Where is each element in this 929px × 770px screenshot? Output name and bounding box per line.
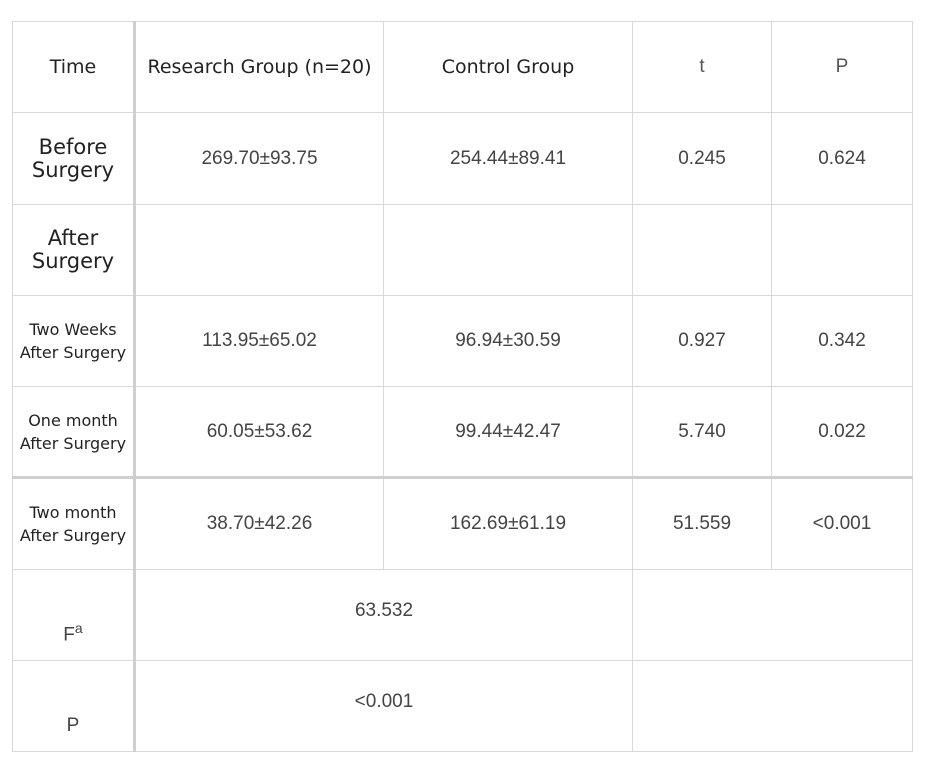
table-row: Two month After Surgery 38.70±42.26 162.… — [12, 476, 913, 570]
p-value: <0.001 — [771, 476, 913, 570]
p-value: 0.342 — [771, 295, 913, 387]
t-value: 0.927 — [632, 295, 772, 387]
p-statistic-row: P <0.001 — [12, 660, 913, 752]
row-label-line2: Surgery — [31, 157, 115, 182]
f-statistic-empty — [632, 569, 913, 661]
t-value — [632, 204, 772, 296]
header-row: Time Research Group (n=20) Control Group… — [12, 21, 913, 113]
p-value: 0.022 — [771, 386, 913, 478]
research-value: 60.05±53.62 — [134, 386, 384, 478]
t-value: 5.740 — [632, 386, 772, 478]
results-table: Time Research Group (n=20) Control Group… — [12, 21, 913, 752]
row-label: Two month After Surgery — [12, 476, 136, 570]
research-value: 38.70±42.26 — [134, 476, 384, 570]
p-value — [771, 204, 913, 296]
header-control-group: Control Group — [383, 21, 633, 113]
table-row: After Surgery — [12, 204, 913, 296]
control-value: 254.44±89.41 — [383, 112, 633, 205]
f-label-text: F — [63, 624, 75, 645]
row-label-line1: Before — [38, 134, 108, 159]
row-label-line1: Two month — [29, 503, 117, 522]
row-label-line2: After Surgery — [19, 526, 127, 545]
row-label-line1: One month — [28, 410, 118, 430]
t-value: 51.559 — [632, 476, 772, 570]
header-t: t — [632, 21, 772, 113]
header-time: Time — [12, 21, 136, 113]
row-label: After Surgery — [12, 204, 136, 296]
f-label-superscript: a — [74, 619, 83, 636]
p-statistic-value: <0.001 — [134, 660, 633, 752]
table-row: One month After Surgery 60.05±53.62 99.4… — [12, 386, 913, 478]
row-label: One month After Surgery — [12, 386, 136, 478]
row-label-line1: Two Weeks — [29, 320, 117, 339]
row-label-line2: After Surgery — [19, 433, 127, 453]
table-row: Two Weeks After Surgery 113.95±65.02 96.… — [12, 295, 913, 387]
p-value: 0.624 — [771, 112, 913, 205]
row-label-line2: After Surgery — [19, 343, 127, 362]
control-value: 99.44±42.47 — [383, 386, 633, 478]
row-label: Two Weeks After Surgery — [12, 295, 136, 387]
control-value: 96.94±30.59 — [383, 295, 633, 387]
f-statistic-row: Fa 63.532 — [12, 569, 913, 661]
row-label: Before Surgery — [12, 112, 136, 205]
header-p: P — [771, 21, 913, 113]
control-value — [383, 204, 633, 296]
p-statistic-empty — [632, 660, 913, 752]
f-statistic-label: Fa — [12, 569, 136, 661]
row-label-line1: After — [47, 226, 99, 250]
research-value: 113.95±65.02 — [134, 295, 384, 387]
research-value — [134, 204, 384, 296]
t-value: 0.245 — [632, 112, 772, 205]
header-research-group: Research Group (n=20) — [134, 21, 384, 113]
control-value: 162.69±61.19 — [383, 476, 633, 570]
p-statistic-label: P — [12, 660, 136, 752]
table-row: Before Surgery 269.70±93.75 254.44±89.41… — [12, 112, 913, 205]
f-statistic-value: 63.532 — [134, 569, 633, 661]
research-value: 269.70±93.75 — [134, 112, 384, 205]
row-label-line2: Surgery — [31, 249, 115, 273]
